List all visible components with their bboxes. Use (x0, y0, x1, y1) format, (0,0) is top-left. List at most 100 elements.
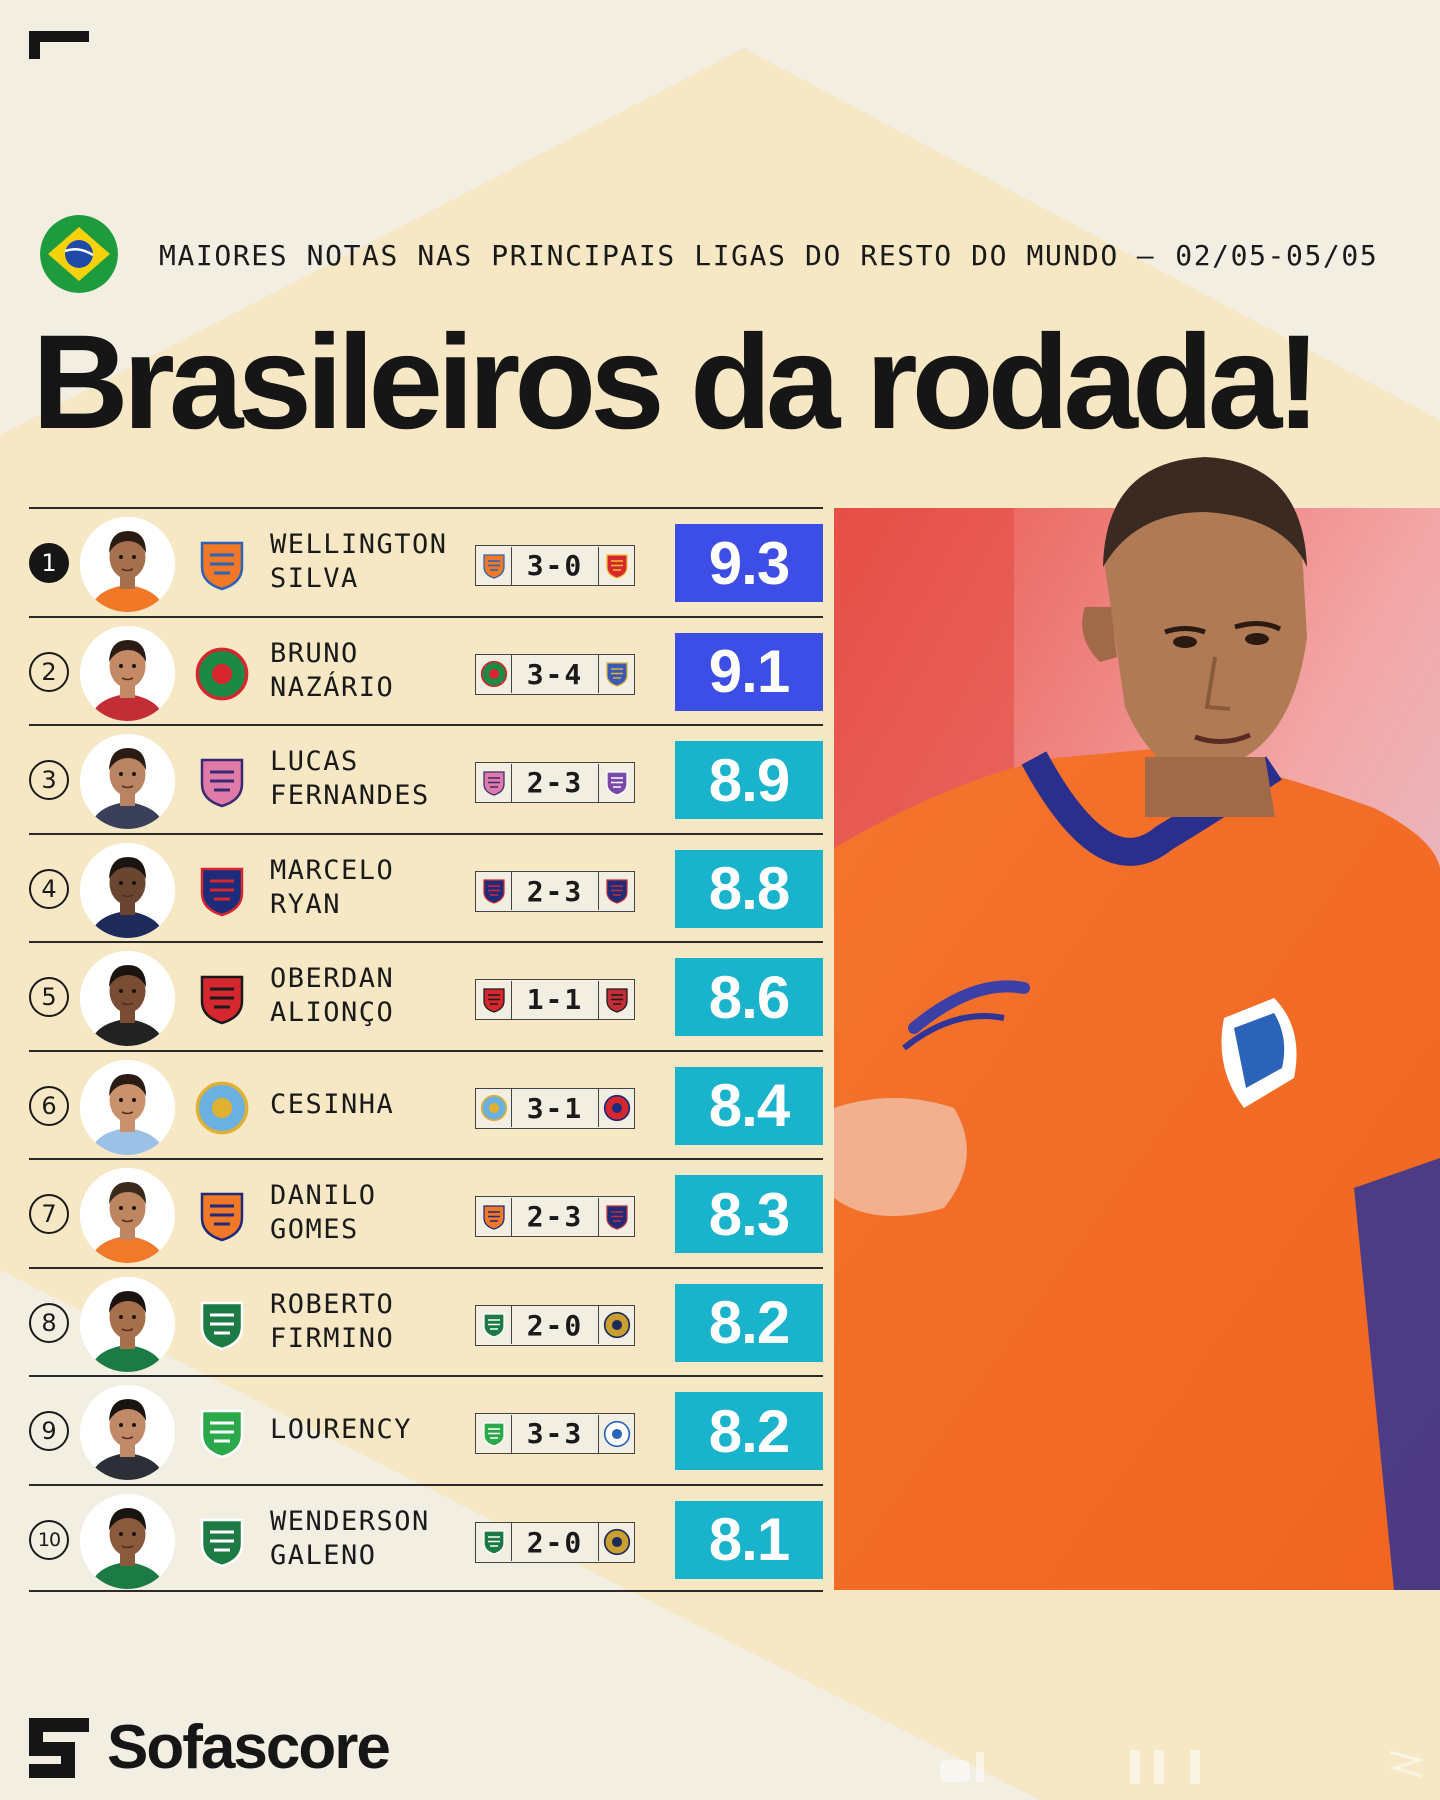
player-row: 10 WENDERSON GALENO 2-0 8.1 (29, 1483, 823, 1592)
cerezo-osaka-crest-icon (194, 754, 250, 810)
rank-badge: 3 (29, 760, 69, 800)
red-shield-crest-icon (598, 546, 634, 585)
player-name: LUCAS FERNANDES (270, 726, 480, 832)
player-avatar (80, 517, 175, 612)
player-last-name: GALENO (270, 1539, 377, 1571)
rating-badge: 8.2 (675, 1283, 823, 1362)
player-first-name: BRUNO (270, 637, 359, 669)
subtitle-text: MAIORES NOTAS NAS PRINCIPAIS LIGAS DO RE… (159, 239, 1119, 272)
sofascore-logo-icon (29, 1717, 89, 1778)
al-ittifaq-crest-icon (476, 1414, 512, 1453)
rank-badge: 7 (29, 1194, 69, 1234)
shonan-bellmare-crest-icon (476, 980, 512, 1019)
blue-gold-shield-crest-icon (598, 655, 634, 693)
purple-shield-crest-icon (598, 763, 634, 802)
rank-badge: 6 (29, 1085, 69, 1126)
score-value: 3-3 (526, 1417, 584, 1450)
player-row: 4 MARCELO RYAN 2-3 8.8 (29, 832, 823, 942)
corner-mark-icon (29, 31, 89, 59)
match-score: 2-0 (475, 1304, 635, 1346)
albirex-crest-icon (194, 1188, 250, 1244)
player-avatar (80, 734, 175, 829)
shonan-bellmare-crest-icon (194, 971, 250, 1027)
navy-red-shield-crest-icon (598, 872, 634, 910)
player-last-name: ALIONÇO (270, 997, 395, 1028)
player-row: 7 DANILO GOMES 2-3 8.3 (29, 1158, 823, 1267)
score-value: 2-3 (526, 874, 584, 908)
player-avatar (80, 1493, 175, 1589)
rating-badge: 8.6 (675, 958, 823, 1036)
fc-tokyo-crest-icon (476, 872, 512, 910)
player-last-name: FIRMINO (270, 1322, 395, 1354)
gold-round-crest-icon (598, 1523, 634, 1561)
player-first-name: LUCAS (270, 746, 359, 777)
score-value: 2-3 (526, 1200, 584, 1233)
player-first-name: WELLINGTON (270, 529, 448, 560)
player-row: 9 LOURENCY 3-3 8.2 (29, 1375, 823, 1484)
daegu-fc-crest-icon (476, 1089, 512, 1127)
player-last-name: GOMES (270, 1214, 359, 1245)
rating-badge: 8.2 (675, 1392, 823, 1470)
player-avatar (80, 1385, 175, 1480)
match-score: 3-4 (475, 653, 635, 695)
player-name: MARCELO RYAN (270, 835, 480, 941)
player-avatar (80, 951, 175, 1046)
player-row: 8 ROBERTO FIRMINO 2-0 8.2 (29, 1266, 823, 1376)
score-value: 3-1 (526, 1091, 584, 1125)
brand-name: Sofascore (107, 1713, 391, 1782)
match-score: 2-0 (475, 1521, 635, 1563)
match-score: 3-0 (475, 545, 635, 586)
rank-badge: 8 (29, 1302, 69, 1343)
rating-badge: 8.4 (675, 1066, 823, 1145)
sofascore-brand: Sofascore (29, 1712, 391, 1783)
rank-badge: 10 (29, 1519, 69, 1560)
rank-badge: 2 (29, 651, 69, 692)
brazil-flag-icon (40, 215, 118, 293)
match-score: 3-3 (475, 1413, 635, 1454)
player-name: OBERDAN ALIONÇO (270, 943, 480, 1049)
subtitle-dash: — (1136, 239, 1156, 272)
red-round-crest-icon (598, 1089, 634, 1127)
player-avatar (80, 842, 175, 938)
albirex-crest-icon (476, 1197, 512, 1236)
blue-round-crest-icon (598, 1414, 634, 1453)
player-name: DANILO GOMES (270, 1160, 480, 1266)
rank-badge: 4 (29, 868, 69, 909)
player-name: ROBERTO FIRMINO (270, 1269, 480, 1375)
player-row: 3 LUCAS FERNANDES 2-3 8.9 (29, 724, 823, 833)
player-first-name: ROBERTO (270, 1288, 395, 1320)
rating-badge: 8.8 (675, 849, 823, 928)
match-score: 1-1 (475, 979, 635, 1020)
player-first-name: LOURENCY (270, 1414, 413, 1445)
match-score: 2-3 (475, 1196, 635, 1237)
player-last-name: SILVA (270, 563, 359, 594)
rating-badge: 8.3 (675, 1175, 823, 1253)
player-ranking-list: 1 WELLINGTON SILVA 3-0 9.3 2 (29, 507, 823, 1592)
player-row: 5 OBERDAN ALIONÇO 1-1 8.6 (29, 941, 823, 1050)
al-ahli-crest-icon (476, 1523, 512, 1561)
red-black-shield-crest-icon (598, 980, 634, 1019)
player-name: WELLINGTON SILVA (270, 509, 480, 615)
rating-badge: 9.3 (675, 524, 823, 602)
player-row: 2 BRUNO NAZÁRIO 3-4 9.1 (29, 615, 823, 725)
subtitle: MAIORES NOTAS NAS PRINCIPAIS LIGAS DO RE… (159, 239, 1378, 272)
page-title: Brasileiros da rodada! (32, 308, 1321, 457)
score-value: 2-0 (526, 1308, 584, 1342)
rating-badge: 8.9 (675, 741, 823, 819)
score-value: 3-4 (526, 657, 584, 691)
player-row: 1 WELLINGTON SILVA 3-0 9.3 (29, 507, 823, 616)
score-value: 3-0 (526, 549, 584, 582)
al-ahli-crest-icon (194, 1514, 250, 1570)
navy-red-shield-crest-icon (598, 1197, 634, 1236)
fc-tokyo-crest-icon (194, 863, 250, 919)
player-name: BRUNO NAZÁRIO (270, 618, 480, 724)
watermark-icon (940, 1742, 1430, 1788)
player-first-name: CESINHA (270, 1088, 395, 1120)
score-value: 2-0 (526, 1525, 584, 1559)
cerezo-osaka-crest-icon (476, 763, 512, 802)
rating-badge: 9.1 (675, 632, 823, 711)
al-ahli-crest-icon (194, 1297, 250, 1353)
score-value: 2-3 (526, 766, 584, 799)
player-name: CESINHA (270, 1052, 480, 1158)
player-first-name: MARCELO (270, 854, 395, 886)
